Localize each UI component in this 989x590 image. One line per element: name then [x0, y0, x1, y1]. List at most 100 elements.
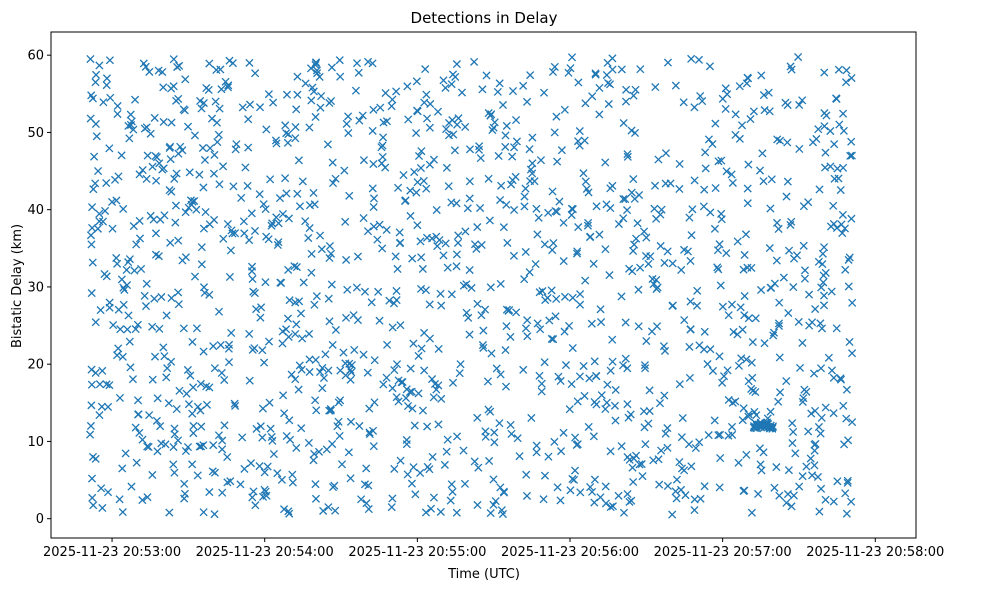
detection-point — [199, 347, 208, 356]
detection-point — [407, 479, 416, 488]
detection-point — [714, 265, 723, 274]
detection-point — [396, 456, 405, 465]
detection-point — [475, 142, 484, 151]
detection-point — [621, 97, 631, 106]
detection-point — [821, 403, 830, 412]
detection-point — [758, 149, 767, 158]
detection-point — [837, 220, 846, 229]
detection-point — [140, 124, 149, 133]
detection-point — [845, 337, 854, 347]
detection-point — [744, 314, 753, 323]
detection-point — [283, 138, 292, 147]
detection-point — [824, 353, 833, 362]
detection-point — [261, 205, 270, 214]
detection-point — [134, 410, 143, 419]
detection-point — [227, 328, 236, 337]
detection-point — [605, 271, 614, 280]
detection-point — [422, 114, 432, 123]
detection-point — [839, 126, 848, 135]
detection-point — [601, 499, 611, 508]
detection-point — [206, 144, 215, 153]
detection-point — [699, 345, 709, 354]
detection-point — [422, 90, 431, 99]
detection-point — [567, 380, 576, 389]
detection-point — [654, 155, 663, 164]
detection-point — [305, 329, 314, 338]
detection-point — [91, 318, 100, 327]
detection-point — [278, 339, 287, 348]
detection-point — [832, 223, 842, 233]
detection-point — [550, 128, 559, 137]
detection-point — [579, 169, 588, 178]
detection-point — [477, 240, 486, 250]
detection-point — [681, 491, 690, 500]
detection-point — [477, 311, 486, 320]
detection-point — [245, 236, 254, 245]
detection-point — [621, 354, 630, 363]
detection-point — [133, 320, 142, 329]
x-tick-label: 2025-11-23 20:54:00 — [196, 545, 334, 560]
detection-point — [395, 228, 404, 237]
detection-point — [663, 443, 672, 452]
detection-point — [202, 400, 212, 409]
detection-point — [449, 130, 458, 139]
detection-point — [834, 65, 843, 74]
detection-point — [119, 283, 128, 292]
detection-point — [714, 157, 723, 166]
detection-point — [174, 288, 183, 297]
x-tick-label: 2025-11-23 20:53:00 — [43, 545, 181, 560]
detection-point — [848, 298, 857, 307]
detection-point — [484, 405, 493, 414]
detection-point — [410, 167, 419, 177]
detection-point — [692, 301, 702, 310]
detection-point — [715, 240, 724, 249]
detection-point — [602, 200, 611, 209]
detection-point — [496, 279, 505, 288]
detection-point — [98, 217, 108, 226]
detection-point — [656, 210, 665, 219]
detection-point — [663, 247, 672, 256]
detection-point — [103, 488, 113, 497]
detection-point — [819, 301, 829, 310]
detection-point — [711, 119, 720, 128]
detection-point — [642, 233, 651, 242]
detection-point — [741, 230, 751, 239]
detection-point — [523, 332, 532, 341]
detection-point — [774, 321, 784, 331]
detection-point — [305, 367, 314, 377]
detection-point — [716, 454, 725, 463]
detection-point — [789, 427, 798, 436]
detection-point — [685, 373, 694, 382]
detection-point — [311, 112, 320, 122]
detection-point — [399, 170, 408, 180]
detection-point — [731, 130, 740, 139]
detection-point — [264, 235, 273, 244]
detection-point — [341, 371, 350, 380]
detection-point — [810, 461, 819, 470]
detection-point — [481, 427, 490, 436]
detection-point — [447, 80, 456, 89]
detection-point — [460, 479, 470, 488]
detection-point — [271, 136, 280, 145]
detection-point — [838, 210, 847, 219]
detection-point — [810, 440, 819, 449]
detection-point — [441, 239, 450, 248]
detection-point — [102, 81, 111, 90]
detection-point — [282, 129, 291, 138]
detection-point — [441, 83, 450, 92]
detection-point — [754, 489, 763, 499]
detection-point — [165, 143, 174, 153]
detection-point — [307, 96, 316, 105]
detection-point — [198, 143, 207, 153]
detection-point — [210, 510, 219, 519]
detection-point — [232, 140, 241, 149]
detection-point — [197, 260, 206, 269]
detection-point — [362, 499, 371, 508]
detection-point — [810, 406, 820, 415]
detection-point — [436, 507, 445, 516]
detection-point — [429, 155, 438, 164]
detection-point — [816, 484, 826, 493]
detection-point — [540, 471, 550, 480]
detection-point — [696, 91, 705, 101]
detection-point — [291, 329, 300, 339]
